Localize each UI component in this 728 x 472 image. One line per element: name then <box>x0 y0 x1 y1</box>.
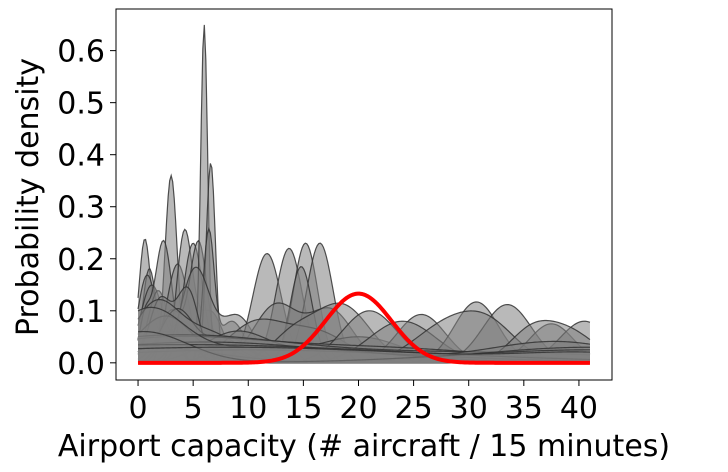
y-axis: 0.0 0.1 0.2 0.3 0.4 0.5 0.6 <box>57 35 116 382</box>
density-area <box>138 310 590 363</box>
y-tick-label: 0.2 <box>57 243 105 278</box>
y-tick-label: 0.0 <box>57 347 105 382</box>
x-tick-label: 0 <box>128 391 147 426</box>
x-tick-label: 5 <box>184 391 203 426</box>
highlight-normal-curve <box>137 291 591 365</box>
y-tick-label: 0.6 <box>57 35 105 70</box>
x-tick-label: 40 <box>560 391 598 426</box>
x-tick-label: 10 <box>229 391 267 426</box>
density-outline <box>138 346 590 355</box>
plot-frame <box>115 8 613 381</box>
highlight-curve-group <box>137 291 591 365</box>
x-tick-label: 15 <box>284 391 322 426</box>
y-tick-label: 0.4 <box>57 139 105 174</box>
y-tick-label: 0.5 <box>57 87 105 122</box>
x-axis-label: Airport capacity (# aircraft / 15 minute… <box>58 429 670 464</box>
density-area <box>138 347 590 363</box>
y-tick-label: 0.1 <box>57 295 105 330</box>
x-tick-label: 20 <box>339 391 377 426</box>
y-tick-label: 0.3 <box>57 191 105 226</box>
x-tick-label: 35 <box>505 391 543 426</box>
x-axis: 0 5 10 15 20 25 30 35 40 <box>128 380 598 426</box>
x-tick-label: 25 <box>395 391 433 426</box>
x-tick-label: 30 <box>450 391 488 426</box>
y-axis-label: Probability density <box>11 58 46 336</box>
